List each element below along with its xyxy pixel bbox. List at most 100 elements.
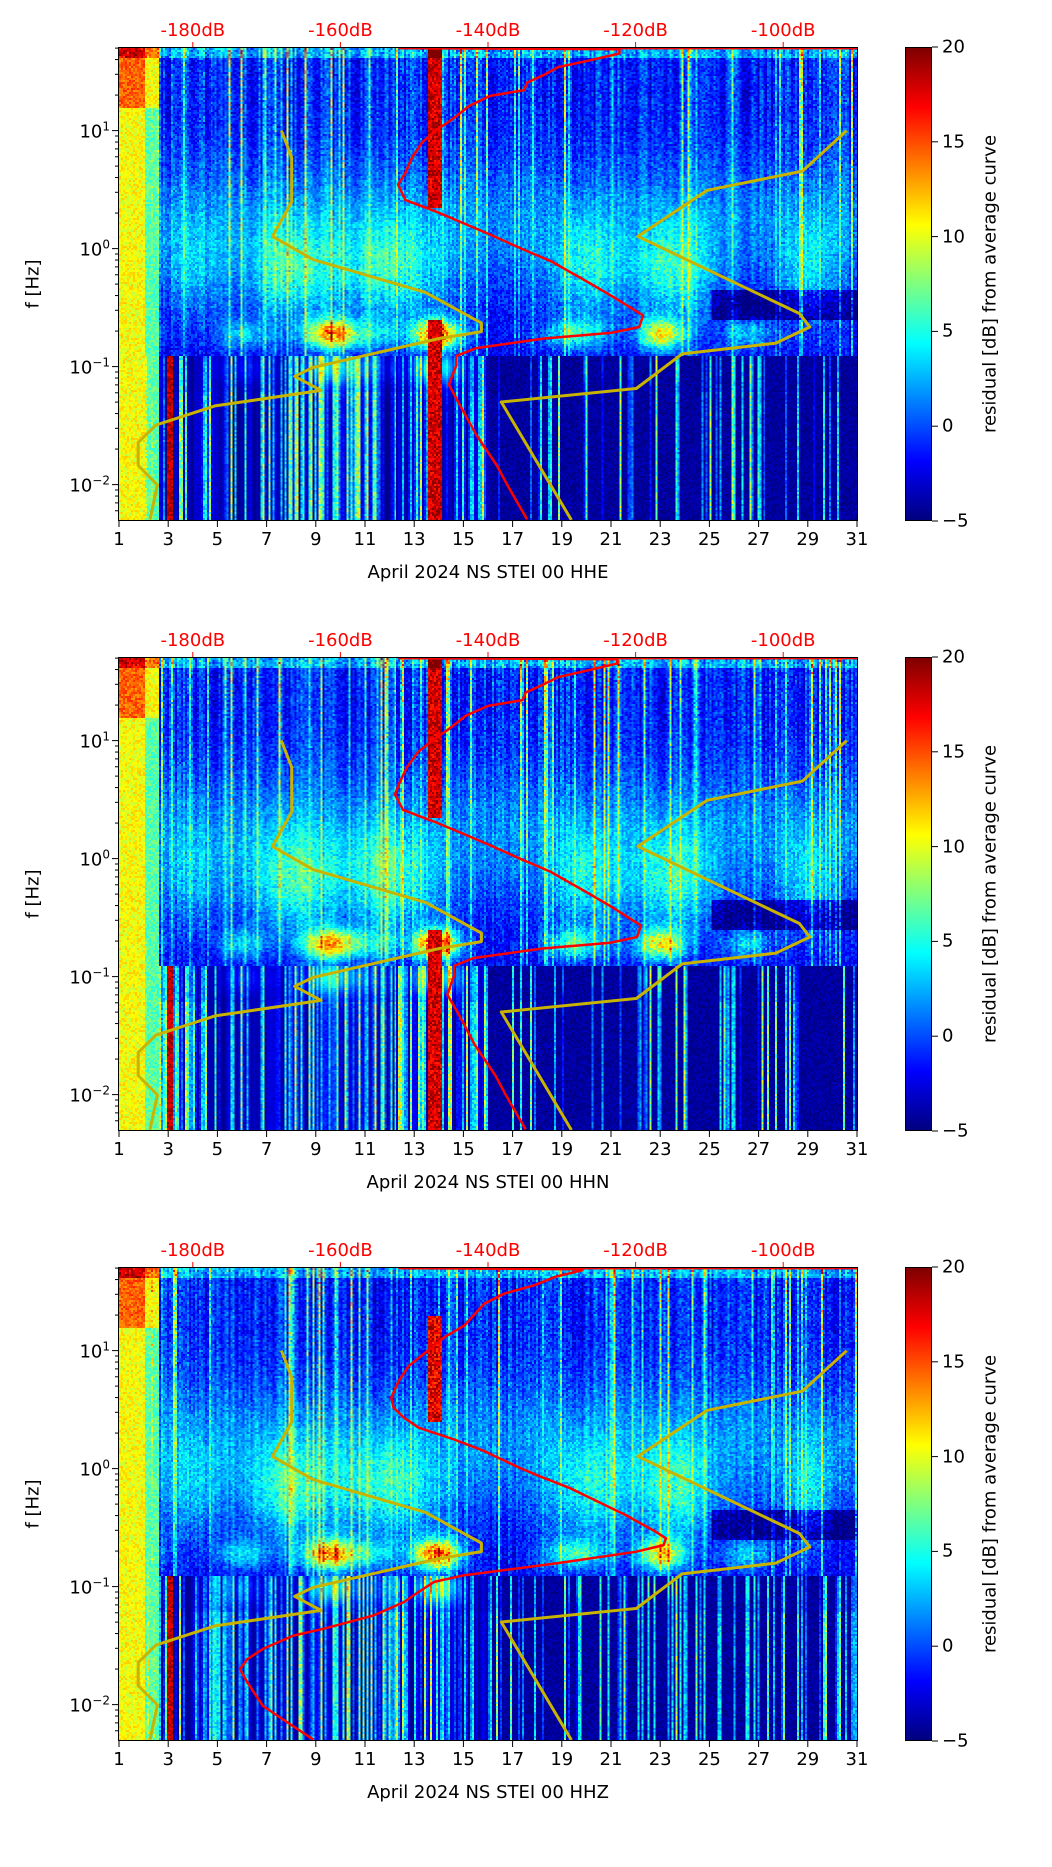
colorbar-tick-label: −5 — [942, 1120, 969, 1142]
curves-layer — [136, 658, 857, 1130]
y-tick-label: 101 — [79, 1339, 110, 1362]
colorbar — [905, 1267, 932, 1741]
x-tick-label: 19 — [550, 1749, 574, 1770]
y-tick-base: 10 — [79, 1459, 103, 1481]
x-tick-label: 7 — [260, 1749, 273, 1770]
x-axis-label: April 2024 NS STEI 00 HHN — [366, 1172, 610, 1193]
y-tick-base: 10 — [69, 1577, 93, 1599]
x-tick-label: 29 — [796, 1139, 820, 1160]
top-db-tick-label: -180dB — [160, 20, 226, 41]
psd-curve-line — [238, 1268, 857, 1740]
low-noise-model-line — [136, 130, 483, 520]
y-tick-label: 10−2 — [69, 1083, 110, 1106]
y-tick-exponent: 0 — [102, 237, 110, 252]
x-tick-label: 15 — [451, 1749, 475, 1770]
colorbar-tick-label: 15 — [942, 741, 965, 763]
x-tick-label: 3 — [162, 1139, 174, 1160]
y-tick-label: 100 — [79, 847, 110, 870]
axis-ticks — [112, 42, 938, 527]
spectrogram-heatmap — [119, 658, 857, 1130]
y-tick-label: 100 — [79, 1457, 110, 1480]
y-tick-label: 10−1 — [69, 1575, 110, 1598]
top-db-tick-label: -120dB — [603, 20, 668, 41]
x-tick-label: 27 — [747, 1139, 771, 1160]
spectrogram-panel-2: 1 3 5 7 9 11 13 15 17 19 21 23 25 27 29 31 10−2 10−1 100 10… — [0, 630, 1052, 1257]
y-axis-label: f [Hz] — [22, 869, 44, 919]
x-tick-label: 11 — [353, 1139, 377, 1160]
y-tick-exponent: 1 — [102, 119, 110, 134]
x-tick-label: 1 — [113, 529, 125, 550]
top-db-tick-label: -120dB — [603, 630, 668, 651]
x-tick-label: 21 — [599, 1749, 623, 1770]
high-noise-model-line — [499, 129, 848, 520]
colorbar-label: residual [dB] from average curve — [979, 1354, 1001, 1654]
x-tick-label: 13 — [402, 1749, 426, 1770]
y-tick-base: 10 — [69, 1695, 93, 1717]
curves-layer — [136, 1268, 857, 1740]
colorbar-tick-label: 15 — [942, 1351, 965, 1373]
y-tick-base: 10 — [79, 121, 103, 143]
colorbar-tick-label: 10 — [942, 836, 965, 858]
top-db-tick-label: -160dB — [308, 630, 373, 651]
colorbar-tick-label: 20 — [942, 1256, 965, 1278]
spectrogram-plot-area — [118, 47, 858, 521]
y-tick-base: 10 — [79, 1341, 103, 1363]
x-tick-label: 17 — [501, 1749, 525, 1770]
spectrogram-panel-1: 1 3 5 7 9 11 13 15 17 19 21 23 25 27 29 31 10−2 10−1 100 10… — [0, 20, 1052, 647]
x-tick-label: 9 — [310, 529, 322, 550]
x-tick-label: 11 — [353, 529, 377, 550]
x-tick-label: 25 — [697, 1749, 721, 1770]
y-tick-exponent: −2 — [92, 1693, 110, 1708]
spectrogram-plot-area — [118, 1267, 858, 1741]
x-tick-label: 31 — [845, 1749, 869, 1770]
top-db-tick-label: -140dB — [455, 20, 521, 41]
top-db-tick-label: -100dB — [750, 20, 816, 41]
y-tick-exponent: −2 — [92, 473, 110, 488]
colorbar-tick-label: 5 — [942, 1540, 954, 1562]
x-tick-label: 11 — [353, 1749, 377, 1770]
colorbar-tick-label: 10 — [942, 226, 965, 248]
x-tick-label: 9 — [310, 1139, 322, 1160]
colorbar — [905, 47, 932, 521]
axis-ticks — [112, 1262, 938, 1747]
y-tick-exponent: 1 — [102, 1339, 110, 1354]
colorbar-tick-label: −5 — [942, 1730, 969, 1752]
top-db-tick-label: -140dB — [455, 1240, 521, 1261]
y-tick-base: 10 — [69, 357, 93, 379]
colorbar-tick-label: 15 — [942, 131, 965, 153]
x-tick-label: 23 — [648, 1749, 672, 1770]
y-tick-label: 101 — [79, 729, 110, 752]
top-db-tick-label: -180dB — [160, 1240, 226, 1261]
spectrogram-heatmap — [119, 48, 857, 520]
colorbar-tick-label: 10 — [942, 1446, 965, 1468]
y-tick-base: 10 — [69, 475, 93, 497]
x-tick-label: 27 — [747, 1749, 771, 1770]
x-tick-label: 15 — [451, 1139, 475, 1160]
low-noise-model-line — [136, 1350, 483, 1740]
x-tick-label: 31 — [845, 529, 869, 550]
x-tick-label: 13 — [402, 1139, 426, 1160]
x-tick-label: 5 — [211, 1749, 224, 1770]
y-tick-exponent: −1 — [92, 965, 110, 980]
colorbar-label: residual [dB] from average curve — [979, 744, 1001, 1044]
y-tick-base: 10 — [79, 731, 103, 753]
colorbar-tick-label: 20 — [942, 646, 965, 668]
x-tick-label: 7 — [260, 1139, 273, 1160]
y-tick-exponent: 0 — [102, 847, 110, 862]
x-tick-label: 1 — [113, 1749, 125, 1770]
x-tick-label: 23 — [648, 529, 672, 550]
x-tick-label: 9 — [310, 1749, 322, 1770]
colorbar-tick-label: 5 — [942, 320, 954, 342]
spectrogram-plot-area — [118, 657, 858, 1131]
y-tick-exponent: −2 — [92, 1083, 110, 1098]
x-tick-label: 31 — [845, 1139, 869, 1160]
x-tick-label: 21 — [599, 1139, 623, 1160]
top-db-tick-label: -180dB — [160, 630, 226, 651]
spectrogram-heatmap — [119, 1268, 857, 1740]
y-tick-label: 10−2 — [69, 1693, 110, 1716]
y-tick-base: 10 — [69, 967, 93, 989]
top-db-tick-label: -100dB — [750, 630, 816, 651]
colorbar-tick-label: 0 — [942, 1635, 954, 1657]
x-tick-label: 17 — [501, 529, 525, 550]
x-tick-label: 7 — [260, 529, 273, 550]
